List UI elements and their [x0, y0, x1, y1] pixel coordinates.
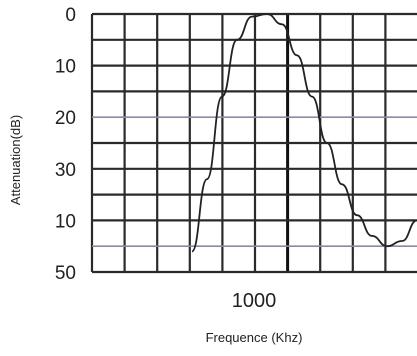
- x-axis-title: Frequence (Khz): [206, 330, 303, 345]
- y-tick-labels: 0 10 20 30 10 50: [55, 5, 76, 284]
- y-tick-label: 20: [55, 108, 76, 129]
- curve-group: [191, 13, 417, 253]
- y-tick-label: 0: [65, 5, 76, 26]
- y-tick-label: 10: [55, 211, 76, 232]
- x-tick-label: 1000: [232, 290, 277, 312]
- x-tick-labels: 1000: [232, 290, 277, 312]
- y-tick-label: 50: [55, 263, 76, 284]
- attenuation-curve: [191, 13, 417, 253]
- grid: [90, 12, 417, 274]
- y-tick-label: 30: [55, 160, 76, 181]
- y-axis-title: Attenuation(dB): [8, 115, 23, 205]
- y-tick-label: 10: [55, 57, 76, 78]
